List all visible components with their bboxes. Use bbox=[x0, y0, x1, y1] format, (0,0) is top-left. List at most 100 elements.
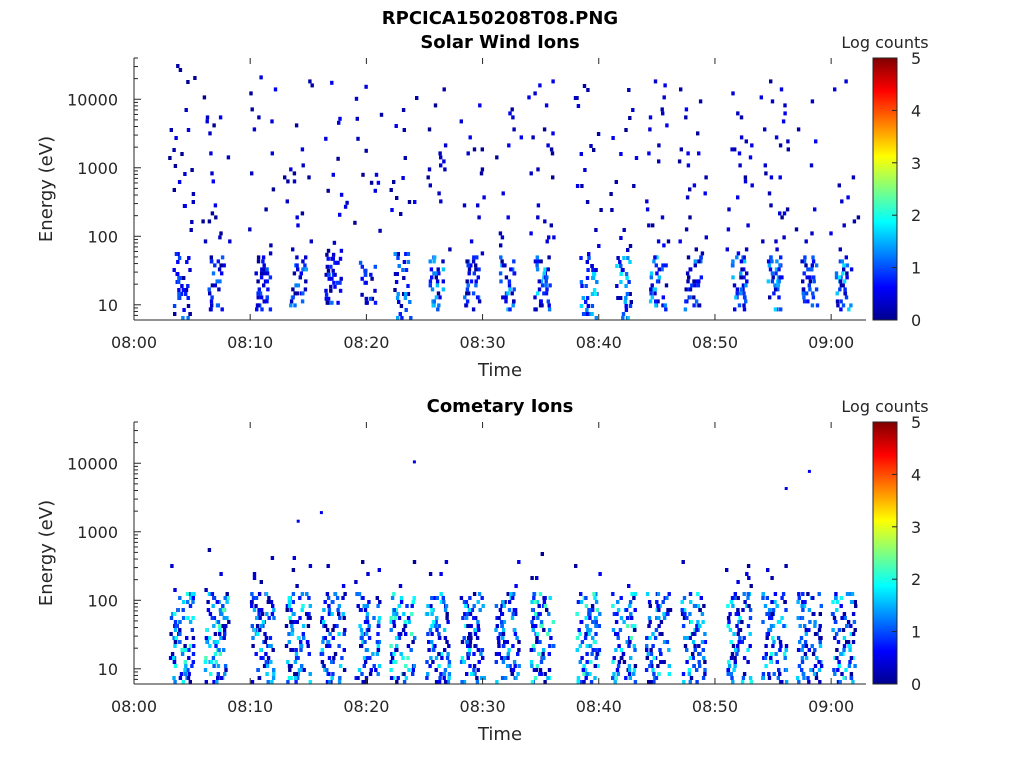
heatmap-cell bbox=[497, 616, 501, 620]
heatmap-cell bbox=[268, 644, 272, 648]
heatmap-cell bbox=[589, 144, 593, 148]
heatmap-cell bbox=[360, 264, 364, 269]
heatmap-cell bbox=[193, 76, 197, 80]
heatmap-cell bbox=[436, 307, 440, 312]
heatmap-cell bbox=[177, 296, 181, 300]
heatmap-cell bbox=[597, 648, 602, 652]
heatmap-cell bbox=[500, 604, 504, 608]
heatmap-cell bbox=[462, 660, 466, 664]
heatmap-cell bbox=[290, 632, 295, 636]
heatmap-cell bbox=[746, 592, 750, 596]
heatmap-cell bbox=[736, 580, 740, 584]
heatmap-cell bbox=[621, 652, 626, 656]
heatmap-cell bbox=[173, 620, 178, 624]
heatmap-cell bbox=[310, 83, 314, 88]
heatmap-cell bbox=[271, 676, 276, 680]
x-tick-label: 08:00 bbox=[111, 333, 157, 352]
heatmap-cell bbox=[661, 263, 665, 268]
heatmap-cell bbox=[729, 672, 733, 676]
heatmap-cell bbox=[699, 259, 703, 264]
heatmap-cell bbox=[289, 167, 293, 172]
heatmap-cell bbox=[778, 211, 782, 216]
heatmap-cell bbox=[298, 596, 302, 600]
heatmap-cell bbox=[842, 223, 846, 228]
heatmap-cell bbox=[498, 231, 503, 236]
heatmap-cell bbox=[818, 624, 822, 628]
heatmap-cell bbox=[259, 271, 264, 276]
burst-3 bbox=[248, 75, 278, 312]
heatmap-cell bbox=[551, 175, 555, 180]
heatmap-cell bbox=[660, 632, 664, 636]
heatmap-cell bbox=[439, 163, 443, 168]
heatmap-cell bbox=[265, 271, 270, 276]
heatmap-cell bbox=[544, 279, 548, 284]
heatmap-cell bbox=[172, 660, 177, 664]
heatmap-cell bbox=[731, 644, 736, 648]
heatmap-cell bbox=[835, 648, 839, 652]
heatmap-cell bbox=[771, 624, 776, 628]
heatmap-cell bbox=[476, 275, 480, 280]
heatmap-cell bbox=[663, 303, 667, 308]
heatmap-cell bbox=[659, 620, 664, 624]
heatmap-cell bbox=[688, 287, 693, 292]
heatmap-cell bbox=[411, 600, 415, 604]
heatmap-cell bbox=[666, 239, 671, 244]
heatmap-cell bbox=[576, 104, 581, 108]
heatmap-cell bbox=[585, 672, 589, 676]
heatmap-cell bbox=[689, 620, 693, 624]
heatmap-cell bbox=[628, 260, 632, 264]
heatmap-cell bbox=[726, 668, 730, 672]
heatmap-cell bbox=[392, 652, 396, 656]
heatmap-cell bbox=[770, 612, 774, 616]
heatmap-cell bbox=[395, 644, 399, 648]
heatmap-cell bbox=[395, 648, 399, 652]
heatmap-cell bbox=[327, 608, 332, 612]
heatmap-cell bbox=[730, 263, 735, 268]
heatmap-cell bbox=[650, 664, 654, 668]
heatmap-cell bbox=[169, 128, 173, 132]
heatmap-cell bbox=[336, 300, 340, 305]
colorbar-tick-label: 0 bbox=[911, 311, 921, 330]
heatmap-cell bbox=[845, 624, 849, 628]
heatmap-cell bbox=[743, 600, 747, 604]
heatmap-cell bbox=[289, 303, 293, 308]
heatmap-cell bbox=[188, 680, 192, 684]
heatmap-cell bbox=[307, 175, 311, 180]
heatmap-cell bbox=[773, 307, 778, 312]
heatmap-cell bbox=[651, 223, 655, 228]
heatmap-cell bbox=[657, 624, 661, 628]
heatmap-cell bbox=[268, 251, 273, 256]
heatmap-cell bbox=[536, 612, 540, 616]
heatmap-cell bbox=[226, 596, 230, 600]
heatmap-cell bbox=[633, 680, 638, 684]
heatmap-cell bbox=[624, 284, 628, 288]
heatmap-cell bbox=[358, 260, 363, 265]
heatmap-cell bbox=[214, 660, 218, 664]
heatmap-cell bbox=[329, 288, 333, 293]
heatmap-cell bbox=[433, 103, 438, 108]
heatmap-cell bbox=[266, 656, 271, 660]
heatmap-cell bbox=[480, 167, 485, 172]
heatmap-cell bbox=[438, 295, 442, 300]
heatmap-cell bbox=[359, 644, 363, 648]
heatmap-cell bbox=[797, 664, 802, 668]
heatmap-cell bbox=[356, 676, 360, 680]
heatmap-cell bbox=[653, 255, 657, 260]
heatmap-cell bbox=[540, 624, 544, 628]
heatmap-cell bbox=[782, 211, 787, 216]
heatmap-cell bbox=[437, 271, 441, 276]
heatmap-cell bbox=[732, 632, 736, 636]
heatmap-cell bbox=[512, 608, 516, 612]
heatmap-cell bbox=[264, 636, 269, 640]
heatmap-cell bbox=[437, 664, 441, 668]
heatmap-cell bbox=[460, 680, 464, 684]
heatmap-cell bbox=[692, 295, 696, 300]
heatmap-cell bbox=[839, 596, 843, 600]
heatmap-cell bbox=[324, 288, 328, 293]
heatmap-cell bbox=[181, 680, 185, 684]
heatmap-cell bbox=[474, 628, 478, 632]
heatmap-cell bbox=[342, 648, 346, 652]
heatmap-cell bbox=[853, 664, 857, 668]
heatmap-cell bbox=[291, 247, 295, 252]
heatmap-cell bbox=[633, 608, 637, 612]
